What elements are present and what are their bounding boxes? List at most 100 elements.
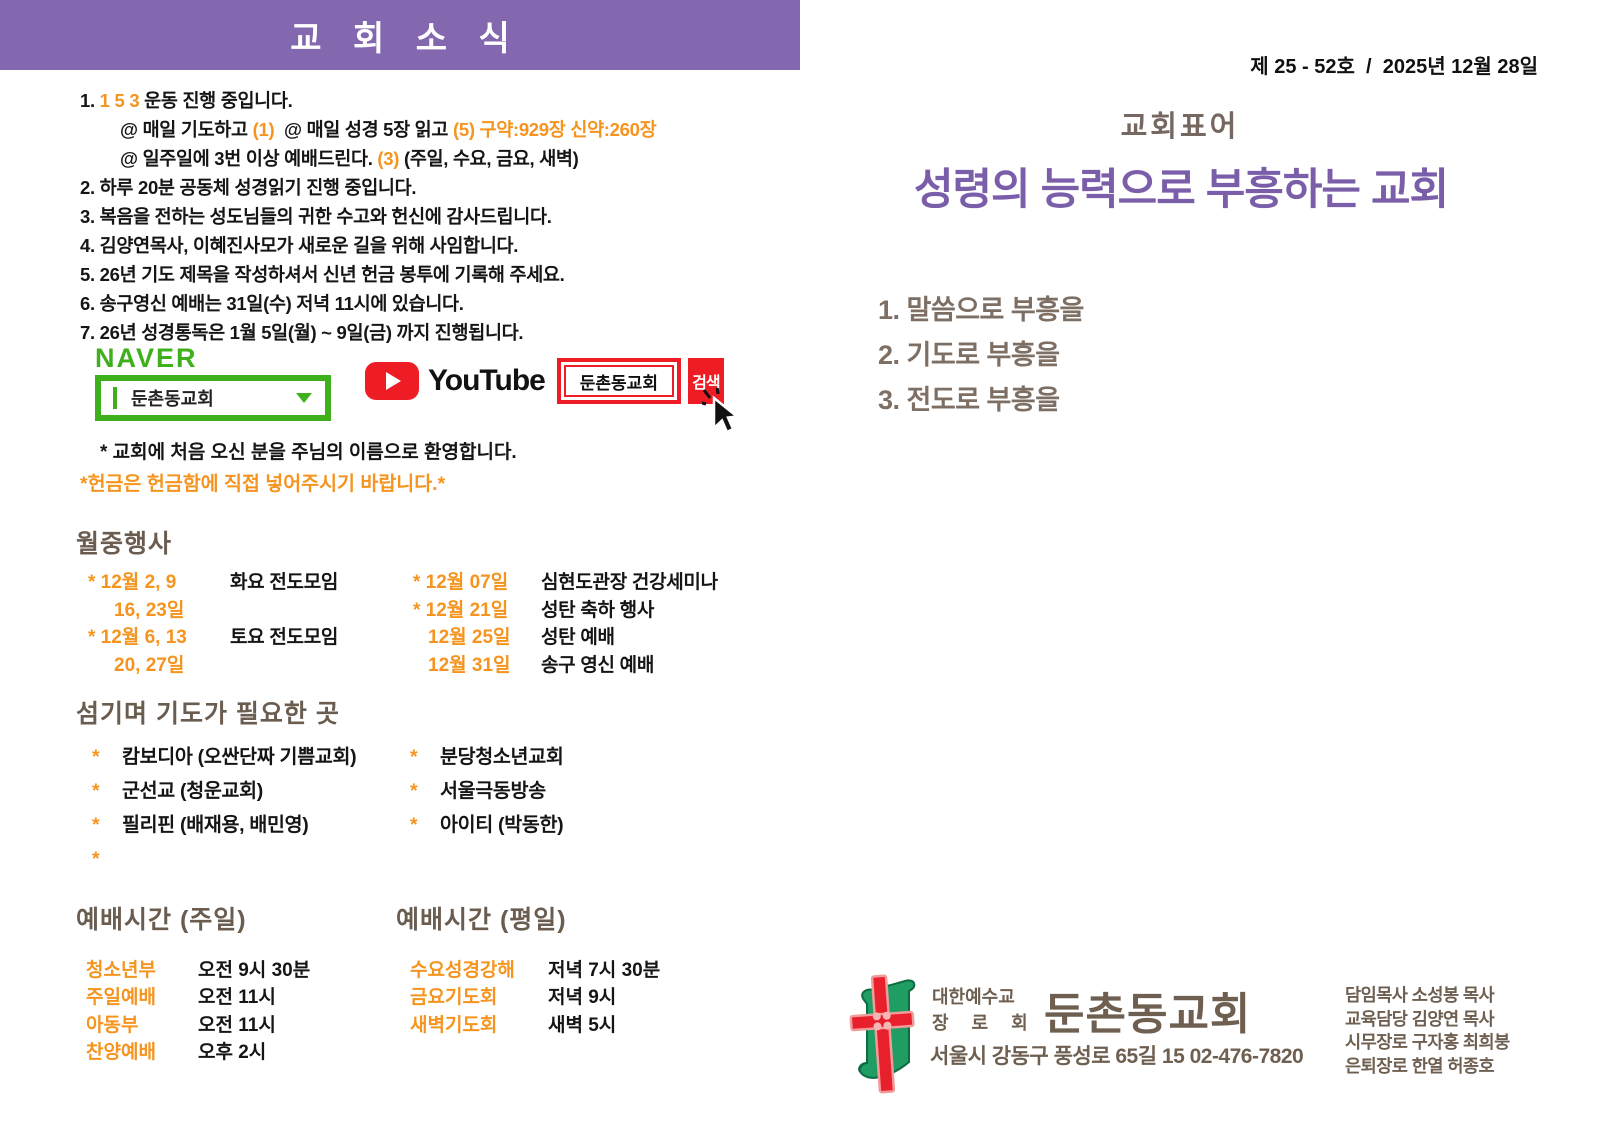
worship-service-label: 아동부 [86, 1014, 139, 1036]
announcement-line: 5. 26년 기도 제목을 작성하셔서 신년 헌금 봉투에 기록해 주세요. [80, 264, 565, 285]
welcome-note: * 교회에 처음 오신 분을 주님의 이름으로 환영합니다. [100, 442, 517, 463]
announcement-line: 2. 하루 20분 공동체 성경읽기 진행 중입니다. [80, 177, 417, 198]
event-name: 성탄 축하 행사 [541, 599, 655, 621]
prayer-item-label: 아이티 (박동한) [440, 814, 564, 836]
worship-row: 찬양예배 오후 2시 [86, 1039, 310, 1066]
chevron-down-icon[interactable] [296, 393, 312, 403]
prayer-section-heading: 섬기며 기도가 필요한 곳 [76, 700, 340, 728]
motto-heading: 교회표어 [1120, 111, 1240, 143]
motto-item: 1. 말씀으로 부흥을 [878, 295, 1084, 325]
worship-service-time: 오전 11시 [198, 987, 276, 1009]
worship-service-label: 주일예배 [86, 987, 156, 1009]
asterisk-marker: * [92, 814, 100, 836]
prayer-left-column: * 캄보디아 (오싼단짜 기쁨교회) * 군선교 (청운교회) * 필리핀 (배… [92, 740, 410, 876]
worship-service-label: 찬양예배 [86, 1041, 156, 1063]
prayer-item: * 아이티 (박동한) [410, 808, 564, 842]
asterisk-marker: * [92, 746, 100, 768]
event-date: * 12월 21일 [413, 599, 509, 621]
prayer-right-column: * 분당청소년교회 * 서울극동방송 * 아이티 (박동한) [410, 740, 564, 876]
prayer-list: * 캄보디아 (오싼단짜 기쁨교회) * 군선교 (청운교회) * 필리핀 (배… [92, 740, 752, 876]
event-date: * 12월 6, 13 [88, 627, 187, 648]
youtube-search-widget: YouTube 둔촌동교회 검색 [365, 358, 741, 434]
worship-service-time: 오후 2시 [198, 1041, 267, 1063]
event-row: 16, 23일 [88, 597, 413, 625]
event-date: 16, 23일 [114, 599, 185, 621]
worship-row: 새벽기도회 새벽 5시 [410, 1012, 660, 1039]
prayer-item-label: 서울극동방송 [440, 780, 546, 802]
church-name: 둔촌동교회 [1044, 990, 1252, 1039]
event-date: * 12월 2, 9 [88, 572, 177, 593]
denomination-line2: 장 로 회 [932, 1013, 1037, 1033]
worship-weekday-table: 수요성경강해 저녁 7시 30분 금요기도회 저녁 9시 새벽기도회 새벽 5시 [410, 957, 660, 1039]
search-button[interactable]: 검색 [687, 358, 724, 404]
cross-scroll-logo [849, 974, 916, 1094]
event-date: 12월 25일 [428, 627, 511, 648]
church-news-banner: 교 회 소 식 [0, 0, 800, 70]
naver-logo: NAVER [95, 343, 198, 373]
announcement-line: 6. 송구영신 예배는 31일(수) 저녁 11시에 있습니다. [80, 293, 464, 314]
staff-line: 교육담당 김양연 목사 [1345, 1008, 1495, 1029]
announcement-line: 1. 1 5 3 운동 진행 중입니다. [80, 90, 293, 111]
text-cursor-icon [113, 387, 117, 409]
motto-title: 성령의 능력으로 부흥하는 교회 [913, 166, 1449, 214]
worship-weekday-heading: 예배시간 (평일) [396, 906, 567, 934]
worship-service-label: 금요기도회 [410, 987, 498, 1009]
worship-service-label: 새벽기도회 [410, 1014, 498, 1036]
naver-search-input[interactable]: 둔촌동교회 [95, 375, 331, 421]
prayer-item: * 서울극동방송 [410, 774, 563, 808]
staff-list: 담임목사 소성봉 목사 교육담당 김양연 목사 시무장로 구자홍 최희붕 은퇴장… [1345, 984, 1510, 1078]
event-date: * 12월 07일 [413, 572, 509, 593]
worship-service-time: 오전 11시 [198, 1014, 276, 1036]
play-icon [365, 362, 419, 400]
announcement-line: @ 일주일에 3번 이상 예배드린다. (3) (주일, 수요, 금요, 새벽) [120, 148, 579, 169]
asterisk-marker: * [92, 780, 100, 802]
youtube-query-text: 둔촌동교회 [563, 365, 674, 397]
prayer-item-label: 군선교 (청운교회) [122, 780, 263, 802]
denomination-line1: 대한예수교 [932, 987, 1015, 1007]
naver-search-widget: NAVER 둔촌동교회 [95, 345, 331, 421]
event-date: 20, 27일 [114, 654, 185, 676]
event-row: * 12월 2, 9 화요 전도모임 [88, 569, 413, 597]
worship-row: 금요기도회 저녁 9시 [410, 984, 660, 1011]
staff-line: 시무장로 구자홍 최희붕 [1345, 1032, 1510, 1052]
motto-item: 3. 전도로 부흥을 [878, 385, 1060, 415]
issue-number-and-date: 제 25 - 52호 / 2025년 12월 28일 [1250, 56, 1538, 78]
staff-line: 은퇴장로 한열 허종호 [1345, 1055, 1495, 1076]
worship-service-time: 저녁 9시 [548, 987, 617, 1009]
worship-service-time: 오전 9시 30분 [198, 960, 311, 981]
motto-item: 2. 기도로 부흥을 [878, 340, 1060, 370]
worship-row: 수요성경강해 저녁 7시 30분 [410, 957, 660, 984]
event-row: 12월 25일 성탄 예배 [413, 624, 718, 652]
asterisk-marker: * [410, 746, 418, 768]
prayer-item: * 분당청소년교회 [410, 740, 564, 774]
worship-row: 청소년부 오전 9시 30분 [86, 957, 310, 984]
event-name: 송구 영신 예배 [541, 654, 655, 676]
monthly-events-heading: 월중행사 [76, 530, 173, 558]
motto-list: 1. 말씀으로 부흥을 2. 기도로 부흥을 3. 전도로 부흥을 [878, 288, 1084, 423]
announcement-list: 1. 1 5 3 운동 진행 중입니다. @ 매일 기도하고 (1) @ 매일 … [80, 86, 770, 347]
youtube-search-input[interactable]: 둔촌동교회 [556, 358, 681, 404]
monthly-events: * 12월 2, 9 화요 전도모임 16, 23일 * 12월 6, 13 토… [88, 569, 778, 679]
worship-row: 주일예배 오전 11시 [86, 984, 310, 1011]
prayer-item: * 캄보디아 (오싼단짜 기쁨교회) [92, 740, 410, 774]
staff-line: 담임목사 소성봉 목사 [1345, 985, 1495, 1005]
event-name: 토요 전도모임 [230, 627, 339, 648]
event-row: * 12월 21일 성탄 축하 행사 [413, 597, 718, 625]
worship-service-label: 수요성경강해 [410, 960, 515, 981]
announcement-line: @ 매일 기도하고 (1) @ 매일 성경 5장 읽고 (5) 구약:929장 … [120, 119, 657, 140]
bulletin-left-page: 교 회 소 식 1. 1 5 3 운동 진행 중입니다. @ 매일 기도하고 (… [0, 0, 800, 1066]
asterisk-marker: * [92, 848, 100, 870]
bulletin-right-page: 제 25 - 52호 / 2025년 12월 28일 교회표어 성령의 능력으로… [800, 0, 1600, 1132]
announcement-line: 4. 김양연목사, 이혜진사모가 새로운 길을 위해 사임합니다. [80, 235, 519, 256]
offering-note: *헌금은 헌금함에 직접 넣어주시기 바랍니다.* [80, 473, 446, 495]
announcement-line: 7. 26년 성경통독은 1월 5일(월) ~ 9일(금) 까지 진행됩니다. [80, 322, 524, 343]
monthly-events-left-column: * 12월 2, 9 화요 전도모임 16, 23일 * 12월 6, 13 토… [88, 569, 413, 679]
event-name: 심현도관장 건강세미나 [541, 572, 718, 593]
asterisk-marker: * [410, 780, 418, 802]
worship-service-time: 저녁 7시 30분 [548, 960, 661, 981]
prayer-item: * 군선교 (청운교회) [92, 774, 410, 808]
announcement-line: 3. 복음을 전하는 성도님들의 귀한 수고와 헌신에 감사드립니다. [80, 206, 552, 227]
event-date: 12월 31일 [428, 654, 511, 676]
arrow-pointer-icon [701, 388, 741, 434]
denomination: 대한예수교 장 로 회 [932, 984, 1037, 1036]
